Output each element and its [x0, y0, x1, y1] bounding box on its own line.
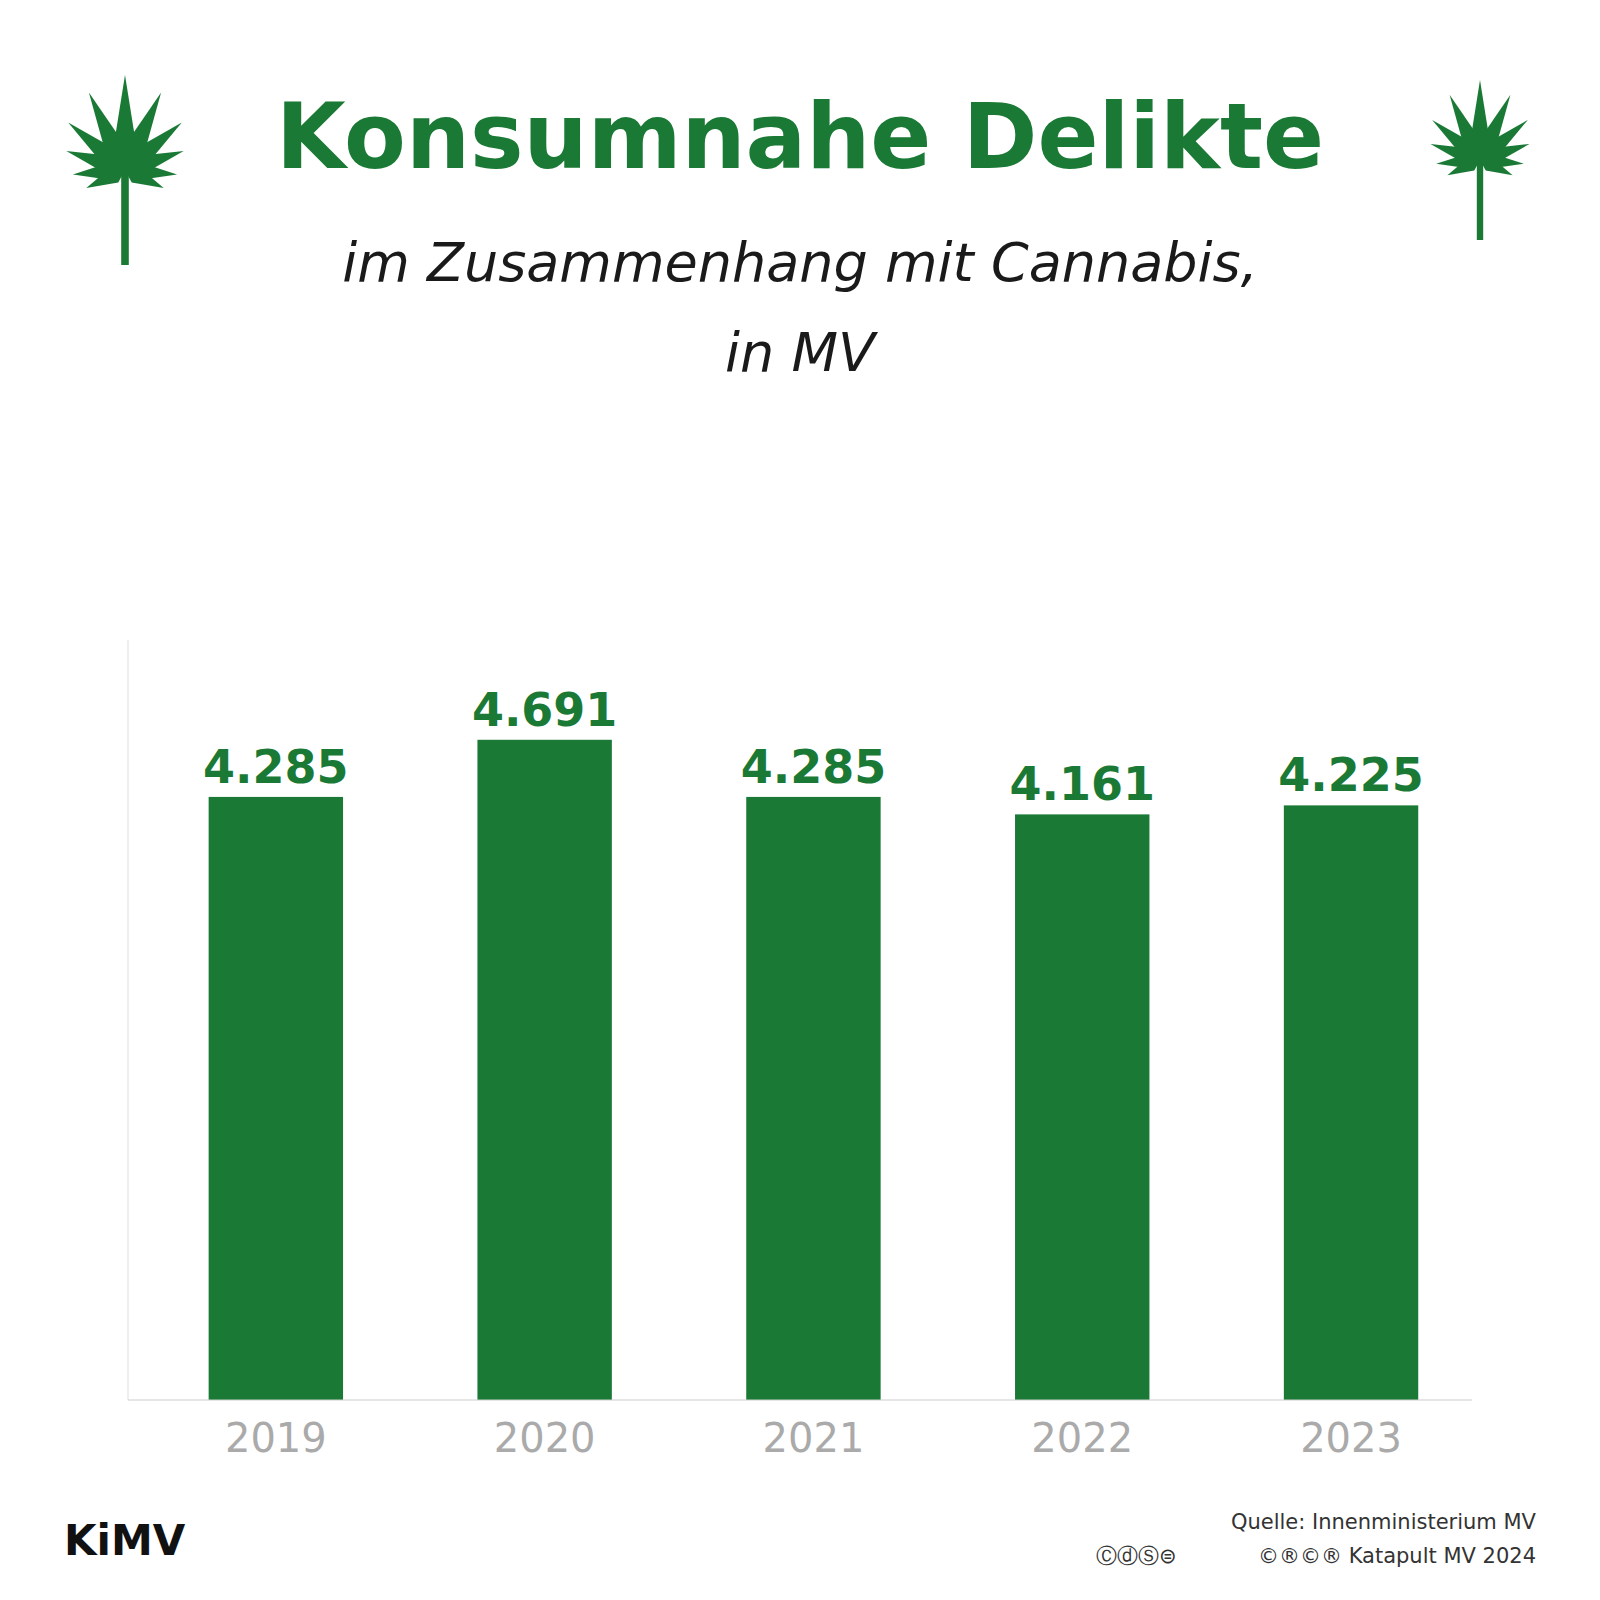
y-axis-line — [128, 640, 129, 1400]
bar — [477, 740, 611, 1400]
x-tick-label: 2021 — [763, 1415, 865, 1461]
data-label: 4.285 — [203, 740, 349, 794]
background — [0, 0, 1600, 1600]
leaf-left — [66, 75, 183, 265]
leaf-right — [1431, 80, 1530, 240]
x-tick-label: 2019 — [225, 1415, 327, 1461]
credit-symbols: ⒸⓓⓈ⊜ — [1096, 1544, 1177, 1568]
x-tick-label: 2020 — [494, 1415, 596, 1461]
data-label: 4.161 — [1009, 757, 1155, 811]
leaf-lobe — [1480, 158, 1513, 176]
leaf-lobe — [1447, 158, 1480, 176]
leaf-lobe — [86, 167, 125, 188]
bar — [746, 797, 880, 1400]
credit-text: ©®©® Katapult MV 2024 — [1258, 1544, 1536, 1568]
x-tick-label: 2022 — [1031, 1415, 1133, 1461]
data-label: 4.225 — [1278, 748, 1424, 802]
bars — [209, 740, 1419, 1400]
subtitle: im Zusammenhang mit Cannabis, — [342, 231, 1258, 294]
x-tick-label: 2023 — [1300, 1415, 1402, 1461]
bar — [1284, 805, 1418, 1400]
data-label: 4.285 — [741, 740, 887, 794]
logo: KiMV — [64, 1516, 186, 1565]
chart: Konsumnahe Delikte im Zusammenhang mit Ca… — [0, 0, 1600, 1600]
subtitle: in MV — [725, 321, 879, 384]
source-text: Quelle: Innenministerium MV — [1231, 1510, 1537, 1534]
data-label: 4.691 — [472, 683, 618, 737]
x-axis-line — [128, 1400, 1472, 1401]
leaf-lobe — [125, 167, 164, 188]
bar — [209, 797, 343, 1400]
leaf-stem — [121, 161, 129, 266]
leaf-stem — [1477, 152, 1483, 240]
title: Konsumnahe Delikte — [276, 84, 1324, 189]
bar — [1015, 814, 1149, 1400]
